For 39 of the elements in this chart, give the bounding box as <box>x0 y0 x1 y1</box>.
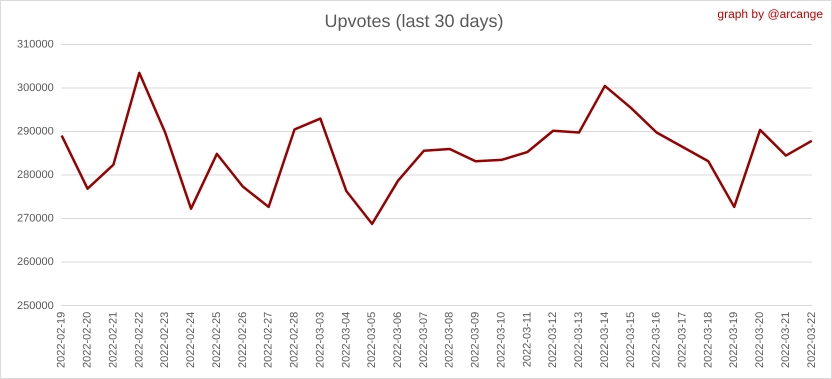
x-tick-label: 2022-02-20 <box>82 312 94 368</box>
x-tick-label: 2022-03-09 <box>470 312 482 368</box>
y-tick-label: 310000 <box>16 38 54 51</box>
x-tick-label: 2022-03-12 <box>547 312 560 368</box>
x-tick-label: 2022-03-16 <box>650 312 663 368</box>
x-tick-label: 2022-03-06 <box>392 312 404 368</box>
x-tick-label: 2022-03-17 <box>676 312 689 368</box>
x-tick-label: 2022-03-07 <box>418 312 430 368</box>
y-tick-label: 250000 <box>16 300 54 312</box>
x-tick-label: 2022-03-15 <box>624 312 637 368</box>
x-tick-label: 2022-03-19 <box>728 312 740 368</box>
x-tick-label: 2022-03-10 <box>495 312 508 368</box>
x-tick-label: 2022-03-03 <box>314 312 326 368</box>
x-tick-label: 2022-03-14 <box>598 312 611 368</box>
x-tick-label: 2022-03-13 <box>573 312 586 368</box>
x-tick-label: 2022-03-04 <box>340 312 352 368</box>
x-tick-label: 2022-03-05 <box>366 312 378 368</box>
x-tick-label: 2022-03-21 <box>780 312 792 368</box>
x-tick-label: 2022-03-20 <box>754 312 766 368</box>
x-tick-label: 2022-02-19 <box>56 312 68 368</box>
x-tick-label: 2022-03-08 <box>444 312 456 368</box>
y-tick-label: 270000 <box>16 212 54 225</box>
chart-title: Upvotes (last 30 days) <box>324 10 504 31</box>
y-tick-label: 300000 <box>16 82 54 94</box>
y-tick-label: 280000 <box>16 169 54 182</box>
x-tick-label: 2022-02-28 <box>288 312 301 368</box>
x-tick-label: 2022-03-18 <box>702 312 714 368</box>
x-tick-label: 2022-03-22 <box>806 312 818 368</box>
x-tick-label: 2022-02-22 <box>133 312 146 368</box>
x-tick-label: 2022-02-23 <box>159 312 172 368</box>
text: graph by @arcange <box>717 7 823 21</box>
y-tick-label: 260000 <box>16 256 54 268</box>
x-tick-label: 2022-02-21 <box>107 312 120 368</box>
y-tick-label: 290000 <box>16 126 54 138</box>
x-tick-label: 2022-02-27 <box>262 312 275 368</box>
x-tick-label: 2022-03-11 <box>521 312 534 368</box>
x-tick-label: 2022-02-25 <box>210 312 223 368</box>
x-tick-label: 2022-02-26 <box>236 312 249 368</box>
x-tick-label: 2022-02-24 <box>185 312 198 368</box>
